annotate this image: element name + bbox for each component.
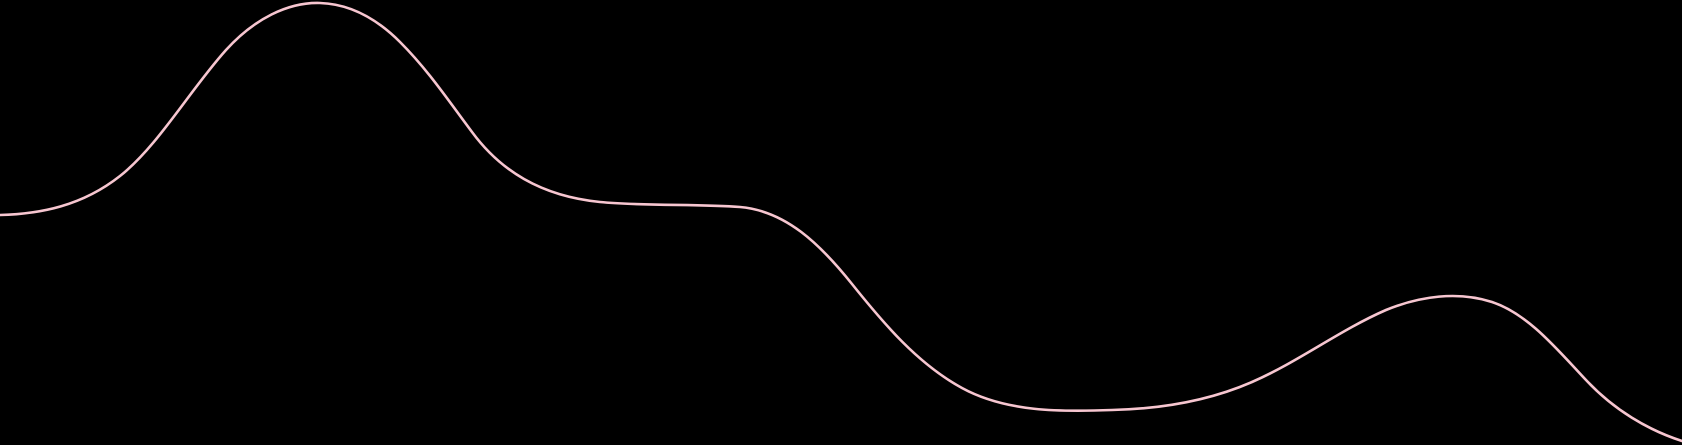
chart-background xyxy=(0,0,1682,445)
line-chart xyxy=(0,0,1682,445)
wave-curve-path xyxy=(0,1,1682,443)
canvas-stage xyxy=(0,0,1682,445)
